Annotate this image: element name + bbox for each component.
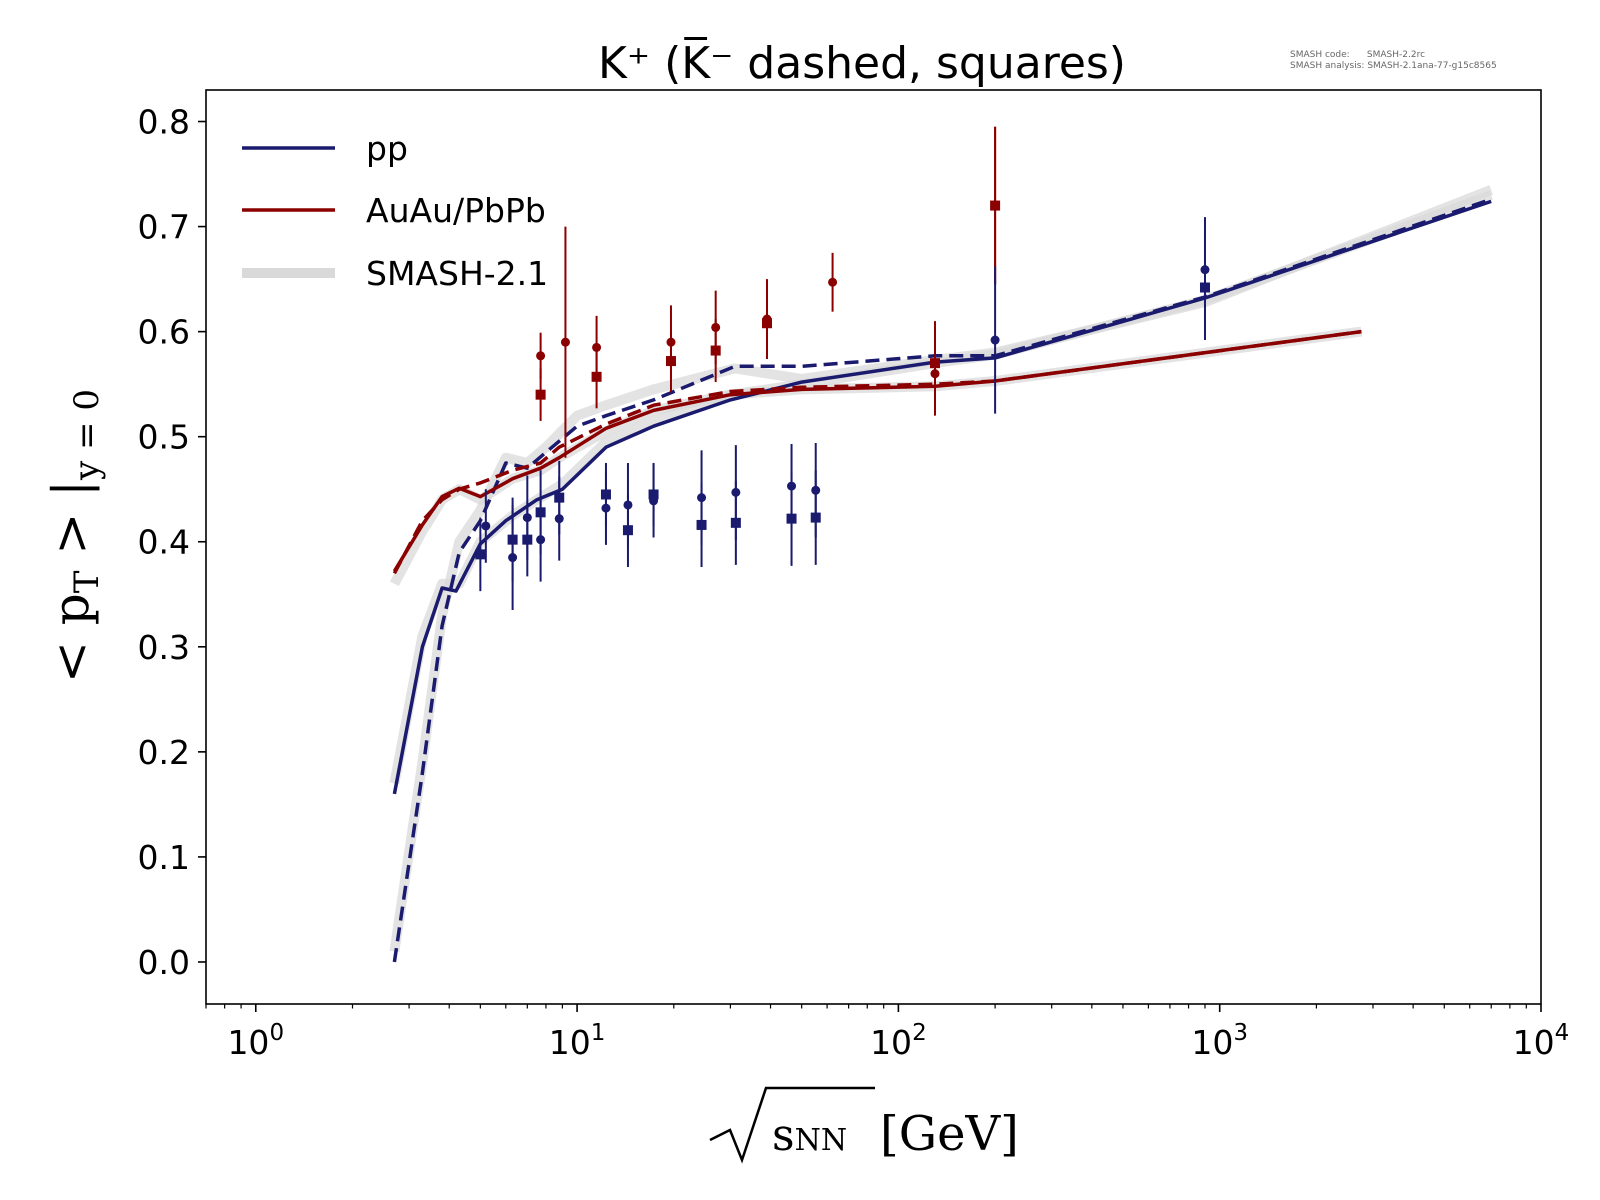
- marker-square: [990, 200, 1001, 211]
- series-line-pp-solid-3: [392, 199, 1492, 795]
- data-point-auau-circle: [828, 252, 838, 312]
- x-tick-label: 102: [870, 1020, 927, 1062]
- data-point-pp-square: [622, 493, 633, 567]
- legend-label-auau: AuAu/PbPb: [366, 191, 546, 230]
- plot-area: [389, 126, 1494, 963]
- data-point-auau-square: [990, 126, 1001, 285]
- data-point-pp-square: [1199, 234, 1210, 341]
- marker-circle: [536, 351, 546, 361]
- legend: pp AuAu/PbPb SMASH-2.1: [242, 129, 548, 293]
- marker-circle: [828, 277, 838, 287]
- series-line-auau-dashed-6: [392, 329, 1362, 575]
- data-point-auau-square: [665, 329, 676, 393]
- data-point-pp-square: [475, 517, 486, 592]
- data-point-auau-square: [929, 321, 940, 406]
- data-point-pp-square: [600, 462, 611, 526]
- x-tick-label: 103: [1191, 1020, 1248, 1062]
- x-axis: 100 101 102 103 104: [205, 1004, 1570, 1062]
- marker-square: [475, 549, 486, 560]
- y-tick-label: 0.5: [138, 418, 190, 457]
- y-tick-label: 0.2: [138, 733, 190, 772]
- x-tick-label: 101: [549, 1020, 606, 1062]
- data-point-pp-square: [648, 462, 659, 526]
- data-point-pp-square: [507, 497, 518, 582]
- svg-text:sNN: sNN: [772, 1110, 847, 1161]
- marker-square: [730, 517, 741, 528]
- data-point-auau-square: [591, 345, 602, 409]
- x-tick-label: 104: [1513, 1020, 1570, 1062]
- marker-square: [507, 534, 518, 545]
- data-point-pp-square: [730, 480, 741, 565]
- data-point-pp-square: [554, 460, 565, 535]
- y-tick-label: 0.7: [138, 208, 190, 247]
- y-axis: 0.0 0.1 0.2 0.3 0.4 0.5 0.6 0.7 0.8: [138, 103, 206, 982]
- y-tick-label: 0.4: [138, 523, 190, 562]
- marker-square: [929, 358, 940, 369]
- marker-square: [648, 489, 659, 500]
- series-line-smash-solid-1: [389, 185, 1494, 953]
- data-point-auau-square: [761, 291, 772, 355]
- smash-analysis-value: SMASH-2.1ana-77-g15c8565: [1367, 61, 1497, 71]
- marker-square: [786, 513, 797, 524]
- y-tick-label: 0.1: [138, 838, 190, 877]
- data-point-pp-square: [810, 470, 821, 565]
- series-line-auau-solid-5: [392, 329, 1362, 573]
- data-point-auau-square: [710, 319, 721, 383]
- chart-title: K⁺ (K̅⁻ dashed, squares): [598, 35, 1126, 89]
- smash-version-info: SMASH code: SMASH-2.2rc SMASH analysis: …: [1290, 50, 1497, 72]
- marker-square: [761, 318, 772, 329]
- marker-circle: [481, 521, 491, 531]
- marker-square: [535, 507, 546, 518]
- legend-label-smash: SMASH-2.1: [366, 254, 548, 293]
- marker-square: [1199, 282, 1210, 293]
- svg-text:< pT > |y = 0: < pT > |y = 0: [42, 389, 107, 683]
- marker-square: [535, 389, 546, 400]
- y-tick-label: 0.8: [138, 103, 190, 142]
- marker-circle: [560, 337, 570, 347]
- series-line-pp-dashed-4: [392, 197, 1492, 963]
- data-point-auau-circle: [560, 226, 570, 458]
- marker-circle: [990, 335, 1000, 345]
- data-point-pp-circle: [481, 489, 491, 563]
- plot-frame: [205, 89, 1542, 1005]
- y-tick-label: 0.0: [138, 943, 190, 982]
- data-point-pp-square: [535, 470, 546, 555]
- x-axis-label: sNN [GeV]: [709, 1086, 1019, 1164]
- smash-analysis-label: SMASH analysis:: [1290, 61, 1365, 71]
- marker-square: [710, 345, 721, 356]
- marker-square: [554, 492, 565, 503]
- smash-code-value: SMASH-2.2rc: [1366, 50, 1426, 60]
- data-point-pp-circle: [990, 266, 1000, 414]
- data-point-pp-square: [696, 482, 707, 567]
- marker-square: [600, 489, 611, 500]
- legend-label-pp: pp: [366, 129, 408, 168]
- marker-square: [696, 519, 707, 530]
- marker-square: [522, 534, 533, 545]
- y-axis-label: < pT > |y = 0: [42, 389, 107, 683]
- data-point-pp-square: [786, 471, 797, 566]
- marker-square: [622, 525, 633, 536]
- marker-square: [665, 356, 676, 367]
- data-point-auau-square: [535, 368, 546, 421]
- marker-square: [591, 371, 602, 382]
- y-tick-label: 0.3: [138, 628, 190, 667]
- marker-square: [810, 512, 821, 523]
- data-point-pp-square: [522, 502, 533, 577]
- y-tick-label: 0.6: [138, 313, 190, 352]
- svg-text:[GeV]: [GeV]: [880, 1106, 1019, 1162]
- x-tick-label: 100: [227, 1020, 284, 1062]
- smash-code-label: SMASH code:: [1290, 50, 1350, 60]
